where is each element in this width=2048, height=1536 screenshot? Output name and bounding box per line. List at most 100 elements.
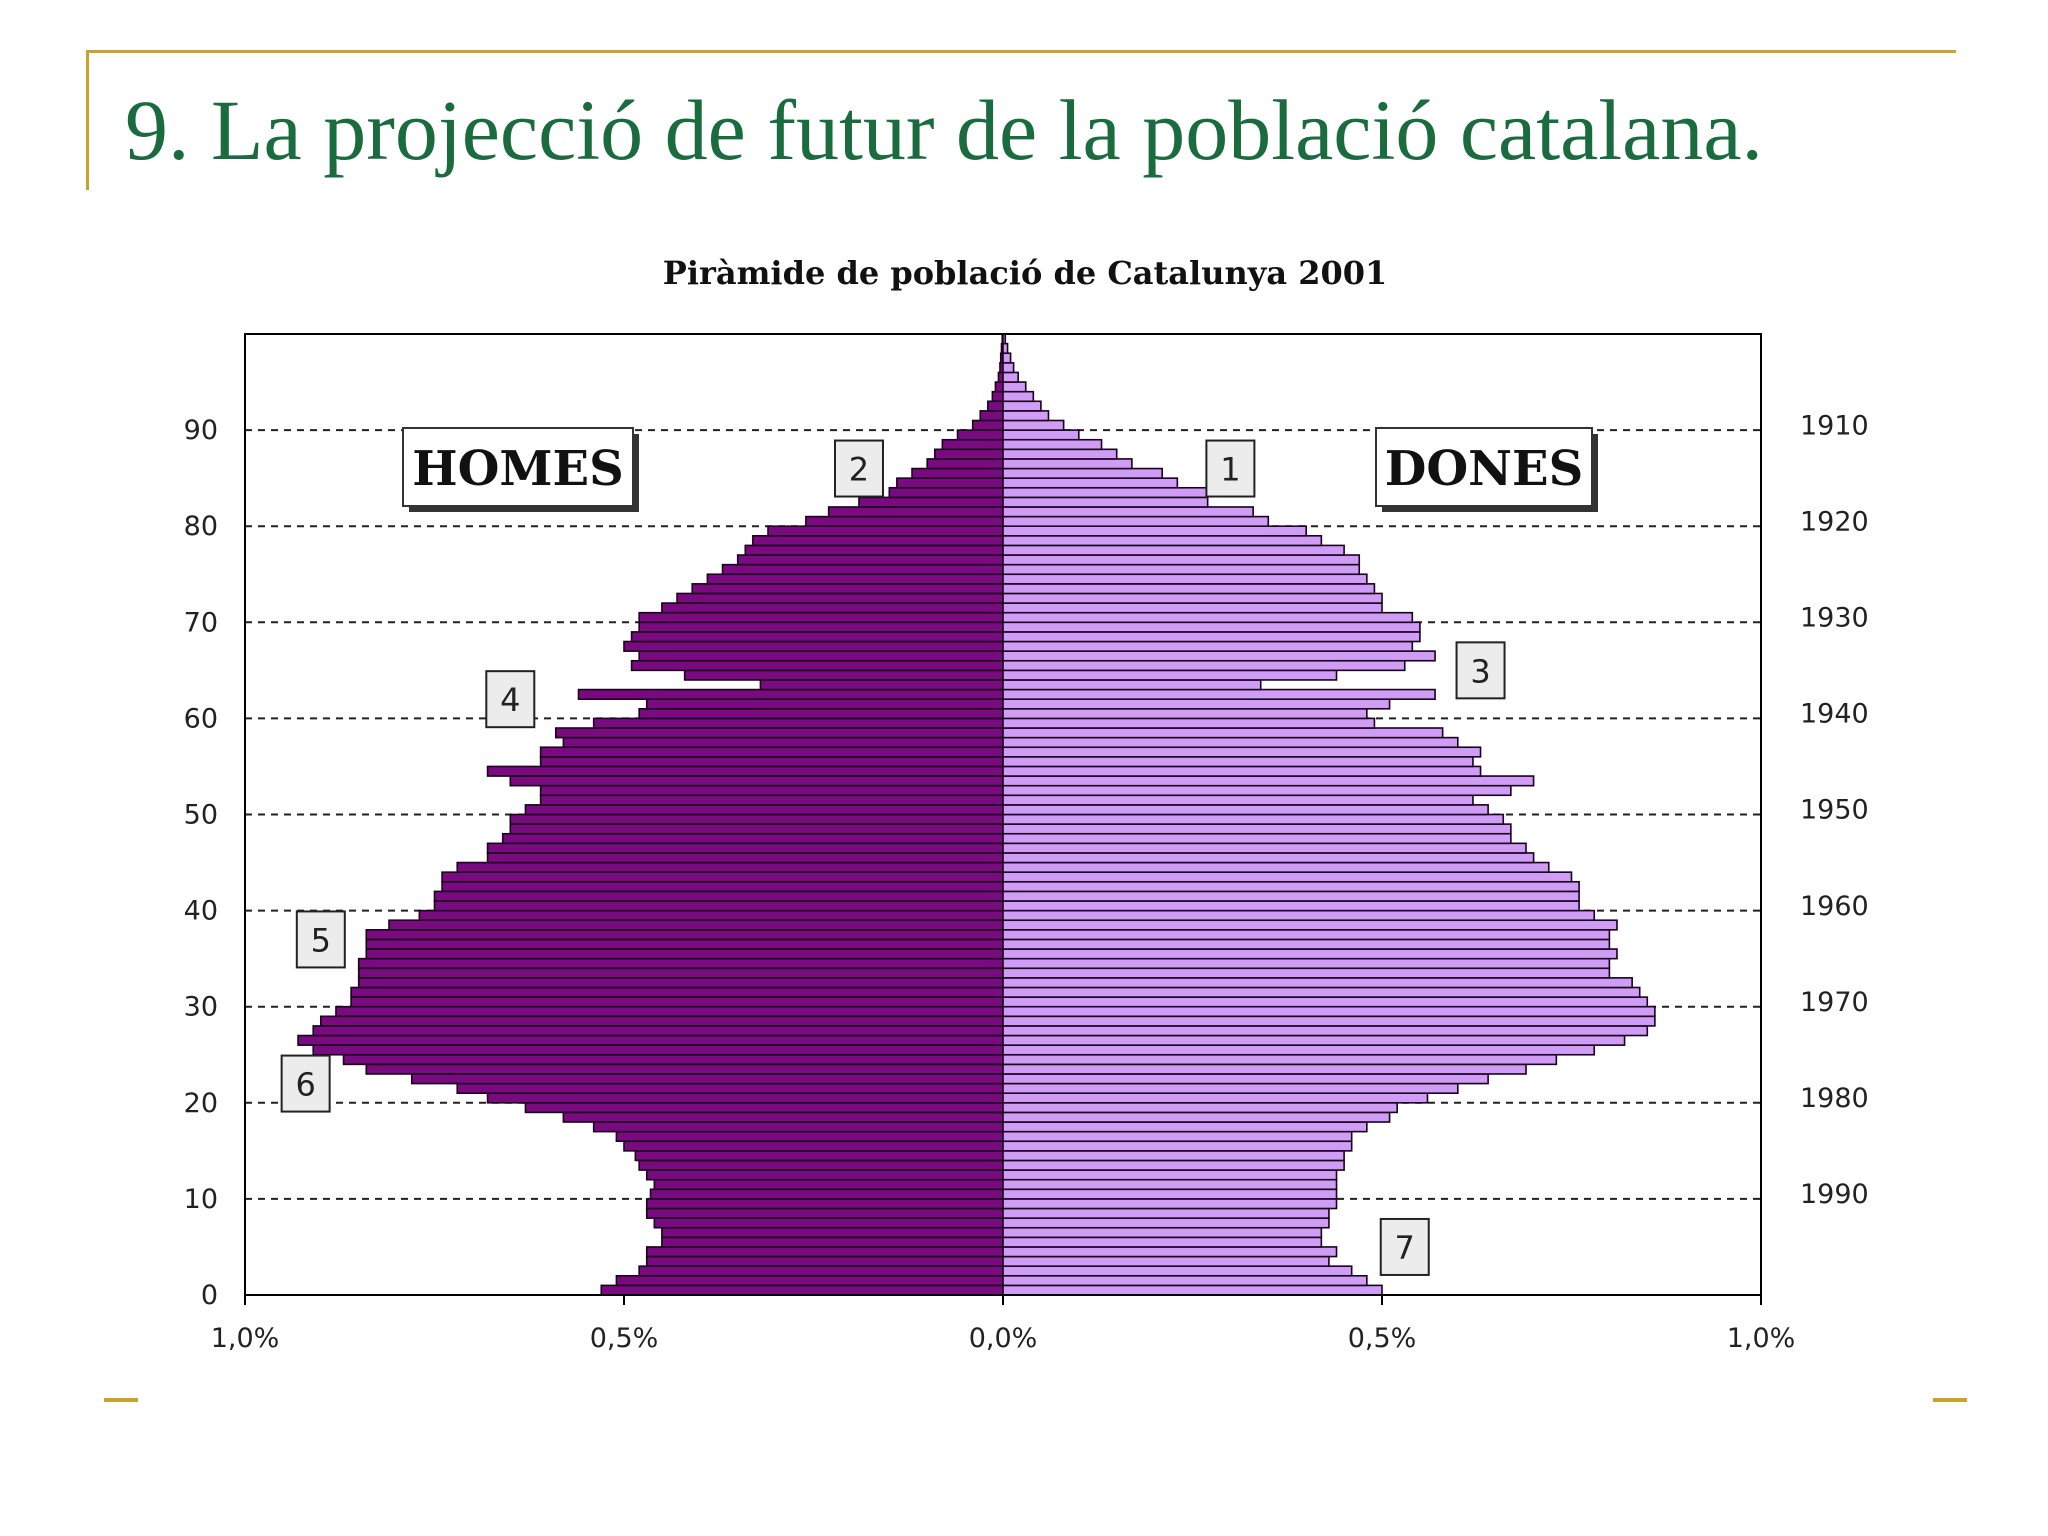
- women-bar-age-23: [1002, 1063, 1527, 1075]
- women-bar-age-60: [1002, 707, 1368, 720]
- women-bar-age-57: [1002, 736, 1459, 749]
- men-bar-age-93: [991, 390, 1004, 403]
- women-bar-age-13: [1002, 1159, 1345, 1171]
- women-bar-age-7: [1002, 1217, 1330, 1229]
- men-bar-age-28: [319, 1015, 1004, 1027]
- men-bar-age-72: [676, 592, 1004, 604]
- men-bar-age-0: [600, 1284, 1004, 1296]
- women-bar-age-44: [1002, 861, 1550, 873]
- women-bar-age-98: [1002, 342, 1009, 355]
- women-bar-age-63: [1002, 679, 1262, 691]
- slide-title: 9. La projecció de futur de la població …: [125, 82, 1763, 178]
- men-bar-age-81: [827, 506, 1004, 518]
- women-bar-age-34: [1002, 957, 1611, 970]
- men-bar-age-90: [971, 419, 1004, 431]
- men-bar-age-32: [357, 977, 1004, 989]
- women-bar-age-75: [1002, 563, 1361, 576]
- legend-men-box: [402, 427, 634, 507]
- women-bar-age-3: [1002, 1255, 1330, 1267]
- men-bar-age-45: [486, 852, 1004, 864]
- birth-year-1920: 1920: [1800, 506, 1869, 537]
- men-bar-age-89: [956, 429, 1004, 441]
- men-bar-age-59: [592, 717, 1004, 729]
- women-bar-age-30: [1002, 996, 1649, 1008]
- men-bar-age-2: [638, 1265, 1004, 1277]
- birth-year-1990: 1990: [1800, 1179, 1869, 1210]
- men-bar-age-41: [433, 890, 1004, 902]
- women-bar-age-35: [1002, 948, 1618, 960]
- women-bar-age-14: [1002, 1150, 1345, 1162]
- men-bar-age-31: [350, 986, 1004, 998]
- x-tick-label-0: 1,0%: [211, 1323, 280, 1354]
- women-bar-age-19: [1002, 1102, 1398, 1114]
- men-bar-age-12: [645, 1169, 1004, 1181]
- men-bar-age-40: [433, 900, 1004, 912]
- men-bar-age-48: [509, 823, 1004, 835]
- men-bar-age-49: [509, 813, 1004, 825]
- women-bar-age-64: [1002, 669, 1338, 681]
- women-bar-age-87: [1002, 448, 1118, 460]
- women-bar-age-72: [1002, 592, 1383, 604]
- y-tick-label-20: 20: [184, 1088, 218, 1119]
- annotation-label-6: 6: [295, 1066, 315, 1104]
- women-bar-age-89: [1002, 429, 1080, 441]
- frame-left-line: [86, 50, 89, 190]
- legend-women-box: [1375, 427, 1593, 507]
- women-bar-age-5: [1002, 1236, 1323, 1248]
- women-bar-age-45: [1002, 852, 1535, 864]
- women-bar-age-54: [1002, 765, 1482, 777]
- women-bar-age-22: [1002, 1073, 1489, 1085]
- men-bar-age-33: [357, 967, 1004, 979]
- men-bar-age-73: [691, 583, 1004, 595]
- men-bar-age-15: [623, 1140, 1004, 1152]
- birth-year-1980: 1980: [1800, 1083, 1869, 1114]
- annotation-box-1: [1205, 439, 1256, 498]
- men-bar-age-44: [456, 861, 1004, 873]
- women-bar-age-17: [1002, 1121, 1368, 1133]
- men-bar-age-21: [456, 1082, 1004, 1094]
- women-bar-age-56: [1002, 746, 1482, 758]
- annotation-label-7: 7: [1395, 1229, 1415, 1267]
- men-bar-age-26: [297, 1034, 1004, 1046]
- annotation-6: 6: [280, 1054, 331, 1113]
- women-bar-age-55: [1002, 756, 1474, 768]
- men-bar-age-10: [649, 1188, 1004, 1200]
- women-bar-age-62: [1002, 688, 1436, 700]
- men-bar-age-1: [615, 1274, 1004, 1287]
- women-bar-age-70: [1002, 611, 1414, 624]
- annotation-3: 3: [1455, 641, 1506, 700]
- women-bar-age-40: [1002, 900, 1580, 912]
- women-bar-age-36: [1002, 938, 1611, 950]
- x-axis-ticks: 1,0% 0,5% 0,0% 0,5% 1,0%: [211, 1295, 1795, 1354]
- women-bar-age-94: [1002, 381, 1027, 393]
- women-bar-age-53: [1002, 775, 1535, 787]
- annotation-box-6: [280, 1054, 331, 1113]
- birth-year-labels: 1990 1980 1970 1960 1950 1940 1930 1920 1910: [1800, 410, 1869, 1210]
- women-bar-age-24: [1002, 1053, 1558, 1066]
- men-bar-age-6: [661, 1226, 1004, 1239]
- men-bar-age-13: [638, 1159, 1004, 1171]
- women-bar-age-8: [1002, 1207, 1330, 1219]
- men-bar-age-39: [418, 909, 1004, 922]
- women-bar-age-15: [1002, 1140, 1353, 1152]
- men-bar-age-27: [312, 1025, 1004, 1037]
- birth-year-1950: 1950: [1800, 795, 1869, 826]
- men-bar-age-60: [638, 707, 1004, 720]
- men-bar-age-57: [562, 736, 1004, 749]
- annotation-1: 1: [1205, 439, 1256, 498]
- annotation-label-1: 1: [1220, 451, 1240, 489]
- men-bar-age-43: [441, 871, 1004, 883]
- women-bar-age-90: [1002, 419, 1065, 431]
- men-bar-age-19: [524, 1102, 1004, 1114]
- women-bar-age-61: [1002, 698, 1391, 710]
- x-tick-label-3: 0,5%: [1348, 1323, 1417, 1354]
- men-bar-age-85: [911, 467, 1004, 479]
- women-bar-age-48: [1002, 823, 1512, 835]
- women-bar-age-9: [1002, 1198, 1338, 1210]
- men-bar-age-29: [335, 1005, 1004, 1018]
- women-bar-age-83: [1002, 486, 1209, 499]
- men-bar-age-11: [653, 1178, 1004, 1191]
- women-bar-age-65: [1002, 659, 1406, 672]
- birth-year-1960: 1960: [1800, 891, 1869, 922]
